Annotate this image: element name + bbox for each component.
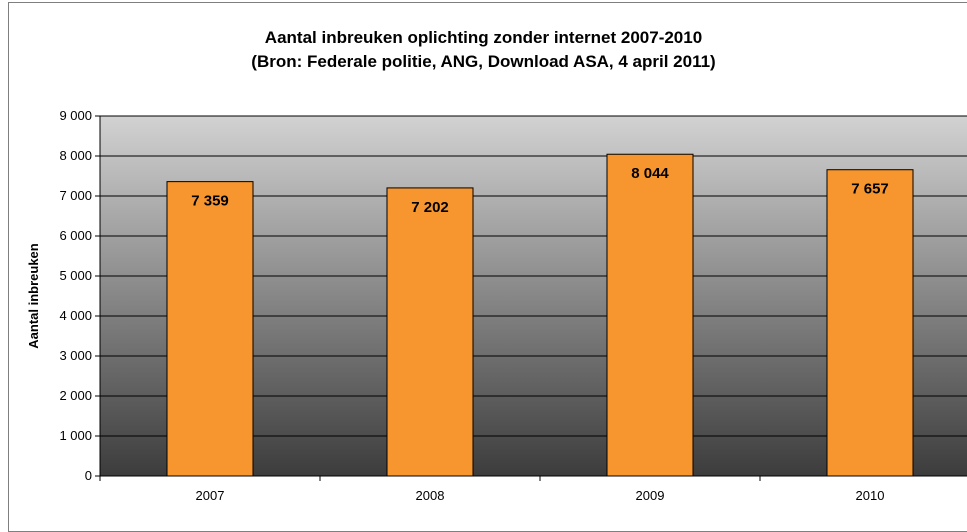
x-tick-label-2010: 2010 bbox=[856, 488, 885, 503]
y-tick-label: 6 000 bbox=[59, 228, 92, 243]
data-labels: 7 359 7 202 8 044 7 657 bbox=[191, 165, 889, 216]
bar-2008 bbox=[386, 187, 474, 477]
bar-2010 bbox=[826, 169, 914, 477]
y-tick-label: 4 000 bbox=[59, 308, 92, 323]
x-tick-label-2009: 2009 bbox=[636, 488, 665, 503]
y-tick-label: 9 000 bbox=[59, 108, 92, 123]
data-label-2010: 7 657 bbox=[851, 181, 889, 198]
x-axis-ticks: 2007 2008 2009 2010 bbox=[99, 476, 885, 503]
y-tick-label: 3 000 bbox=[59, 348, 92, 363]
bar-2007 bbox=[166, 181, 254, 477]
y-tick-label: 7 000 bbox=[59, 188, 92, 203]
bars bbox=[166, 153, 914, 477]
y-tick-label: 8 000 bbox=[59, 148, 92, 163]
y-tick-label: 1 000 bbox=[59, 428, 92, 443]
y-tick-label: 0 bbox=[85, 468, 92, 483]
chart-subtitle: (Bron: Federale politie, ANG, Download A… bbox=[251, 52, 716, 71]
x-tick-label-2007: 2007 bbox=[196, 488, 225, 503]
bar-chart: 0 1 000 2 000 3 000 4 000 5 000 6 000 7 000 8 00… bbox=[26, 108, 967, 503]
chart-title-block: Aantal inbreuken oplichting zonder inter… bbox=[0, 26, 967, 74]
chart-title: Aantal inbreuken oplichting zonder inter… bbox=[264, 28, 703, 47]
data-label-2009: 8 044 bbox=[631, 165, 669, 182]
data-label-2008: 7 202 bbox=[411, 199, 449, 216]
y-axis-label: Aantal inbreuken bbox=[26, 243, 41, 349]
data-label-2007: 7 359 bbox=[191, 193, 229, 210]
y-axis-ticks: 0 1 000 2 000 3 000 4 000 5 000 6 000 7 000 8 00… bbox=[59, 108, 100, 483]
x-tick-label-2008: 2008 bbox=[416, 488, 445, 503]
y-tick-label: 5 000 bbox=[59, 268, 92, 283]
y-tick-label: 2 000 bbox=[59, 388, 92, 403]
bar-2009 bbox=[606, 153, 694, 477]
